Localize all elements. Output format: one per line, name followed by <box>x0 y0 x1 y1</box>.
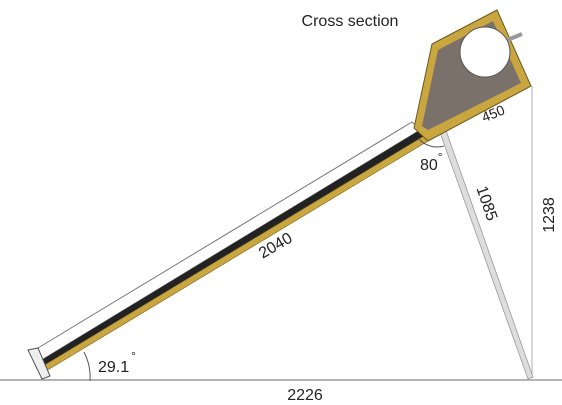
absorber <box>40 130 424 366</box>
glass-tube <box>32 121 421 362</box>
title: Cross section <box>302 13 399 30</box>
angle-arc <box>83 351 91 382</box>
angle-label: 80° <box>420 150 443 174</box>
support-leg <box>436 121 534 380</box>
end-cap <box>27 347 51 380</box>
angle-arc <box>417 137 445 148</box>
angle-label: 29.1° <box>98 349 136 376</box>
insulation <box>42 135 429 372</box>
dimension-label: 2226 <box>287 387 323 404</box>
dimension-label: 1238 <box>541 197 558 233</box>
storage-tube <box>459 26 511 78</box>
